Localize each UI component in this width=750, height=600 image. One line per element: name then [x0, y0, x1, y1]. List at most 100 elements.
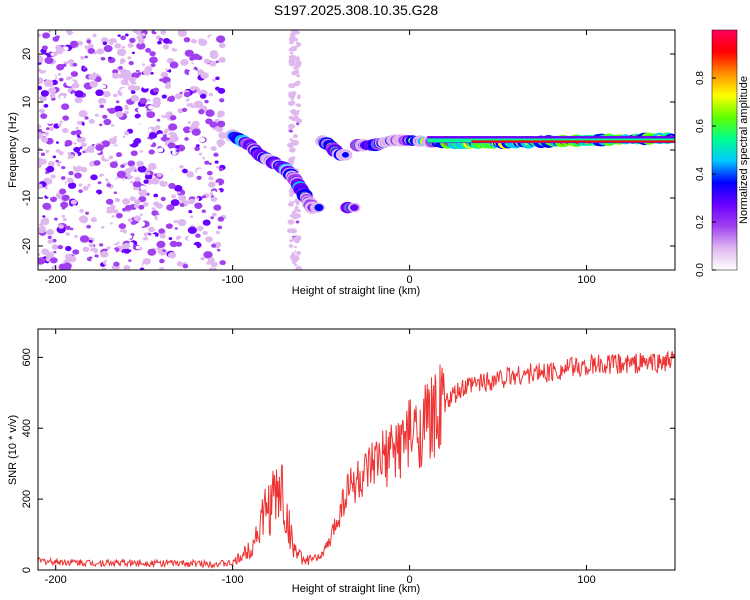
- noise-cell: [120, 79, 128, 86]
- noise-cell: [218, 132, 227, 139]
- noise-cell: [216, 165, 220, 169]
- noise-cell: [137, 72, 142, 76]
- noise-cell: [166, 81, 171, 86]
- noise-cell: [46, 165, 55, 173]
- noise-cell: [202, 195, 207, 199]
- noise-cell: [191, 120, 200, 128]
- noise-cell: [198, 152, 203, 156]
- noise-cell: [82, 66, 87, 70]
- band-cell: [287, 219, 295, 225]
- noise-cell: [69, 110, 76, 116]
- ridge-cell: [350, 204, 359, 212]
- noise-cell: [57, 72, 62, 76]
- noise-cell: [218, 56, 226, 63]
- ridge-band-core: [471, 140, 675, 143]
- noise-cell: [196, 225, 204, 232]
- noise-cell: [87, 47, 96, 54]
- noise-cell: [137, 116, 147, 125]
- noise-cell: [182, 178, 193, 187]
- noise-cell: [149, 51, 156, 57]
- noise-cell: [133, 138, 142, 144]
- band-cell: [293, 224, 297, 228]
- y-tick-label: -10: [21, 190, 33, 206]
- noise-cell: [102, 90, 111, 98]
- noise-cell: [175, 145, 180, 149]
- band-cell: [294, 56, 301, 61]
- noise-cell: [85, 253, 90, 258]
- noise-cell: [52, 208, 61, 216]
- noise-cell: [38, 108, 45, 114]
- noise-cell: [45, 127, 50, 131]
- noise-cell: [171, 194, 176, 199]
- noise-cell: [155, 125, 161, 130]
- noise-cell: [208, 162, 212, 166]
- noise-cell: [144, 139, 153, 146]
- noise-cell: [45, 149, 50, 153]
- noise-cell: [40, 90, 50, 97]
- noise-cell: [128, 259, 132, 262]
- noise-cell: [41, 137, 49, 143]
- noise-cell: [112, 240, 117, 244]
- noise-cell: [153, 193, 159, 198]
- band-cell: [295, 265, 303, 270]
- x-tick-label: -100: [222, 274, 244, 286]
- noise-cell: [38, 253, 41, 256]
- noise-cell: [74, 163, 79, 167]
- noise-cell: [95, 189, 103, 195]
- band-cell: [289, 239, 293, 243]
- noise-cell: [51, 265, 57, 270]
- noise-cell: [204, 87, 210, 92]
- band-cell: [289, 129, 293, 133]
- colorbar-tick-label: 0.4: [695, 167, 706, 181]
- noise-cell: [88, 118, 95, 124]
- noise-cell: [131, 51, 135, 55]
- noise-cell: [199, 237, 204, 241]
- noise-cell: [162, 249, 166, 253]
- noise-cell: [122, 73, 132, 81]
- noise-cell: [124, 110, 129, 115]
- noise-cell: [142, 68, 152, 76]
- noise-cell: [79, 146, 83, 149]
- noise-cell: [199, 93, 207, 99]
- noise-cell: [129, 196, 136, 202]
- noise-cell: [79, 133, 85, 138]
- noise-cell: [178, 194, 187, 201]
- noise-cell: [69, 40, 79, 48]
- noise-cell: [76, 136, 85, 143]
- noise-cell: [126, 138, 134, 145]
- noise-cell: [142, 84, 149, 89]
- noise-cell: [123, 265, 131, 270]
- noise-cell: [211, 243, 217, 248]
- noise-cell: [152, 101, 161, 108]
- noise-cell: [200, 260, 207, 266]
- noise-cell: [81, 61, 86, 65]
- noise-cell: [113, 93, 118, 98]
- noise-cell: [160, 30, 166, 35]
- noise-cell: [93, 160, 101, 166]
- noise-cell: [128, 252, 135, 257]
- noise-cell: [208, 35, 214, 40]
- band-cell: [288, 123, 295, 130]
- noise-cell: [52, 155, 57, 159]
- band-cell: [291, 139, 296, 144]
- noise-cell: [141, 131, 148, 137]
- noise-cell: [90, 174, 98, 181]
- noise-cell: [56, 63, 65, 71]
- noise-cell: [195, 144, 200, 148]
- noise-cell: [59, 120, 63, 124]
- noise-cell: [65, 225, 71, 231]
- noise-cell: [129, 84, 135, 89]
- noise-cell: [166, 148, 171, 153]
- noise-cell: [138, 189, 148, 197]
- noise-cell: [101, 84, 107, 89]
- colorbar-tick-label: 0.0: [695, 263, 706, 277]
- noise-cell: [171, 41, 181, 49]
- noise-cell: [181, 107, 188, 113]
- noise-cell: [55, 44, 62, 51]
- noise-cell: [39, 206, 43, 210]
- noise-cell: [217, 113, 223, 118]
- noise-cell: [51, 244, 59, 250]
- noise-cell: [58, 224, 64, 229]
- band-cell: [289, 47, 295, 52]
- snr-panel: -200 -100 0 100 0 200 400 600 Height of straigh…: [7, 328, 676, 595]
